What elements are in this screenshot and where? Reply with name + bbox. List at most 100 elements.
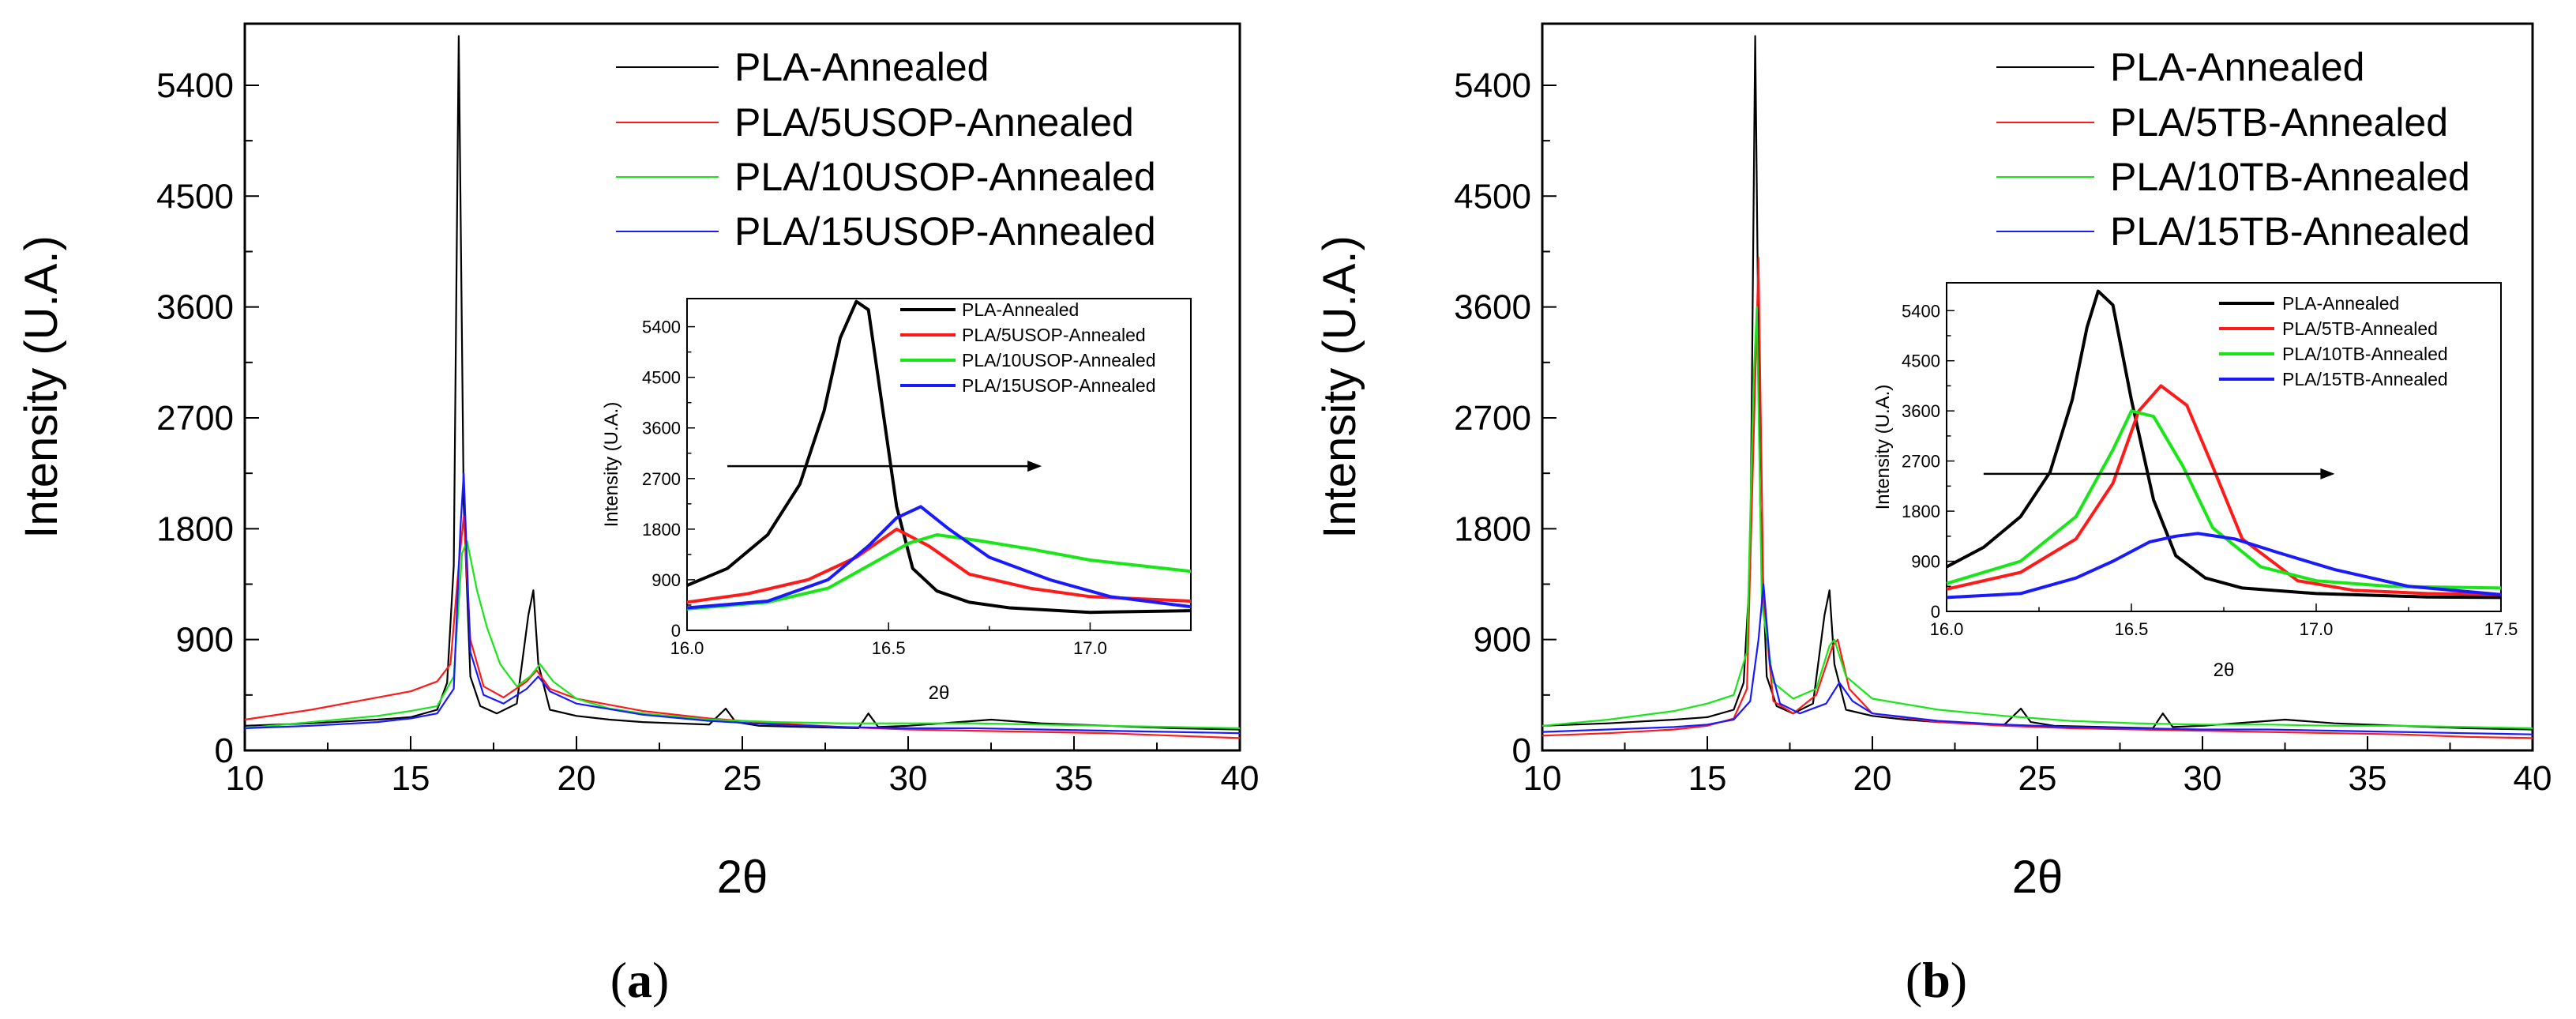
panel-a-ytick-label-5: 4500 [156,177,234,216]
panel-a-inset-y-axis: 0 900 1800 2700 3600 4500 5400 [642,318,695,641]
panel-a-inset-series-pla-5usop-annealed [686,527,1192,604]
panel-b-inset-series-pla-5tb-annealed [1946,384,2502,596]
panel-b-inset-arrow-head [2320,468,2335,479]
panel-b-inset-xtick-label-1: 16.5 [2115,619,2149,639]
panel-a-inset-series-pla-15usop-annealed [686,505,1192,610]
panel-b-series-pla-10tb-annealed [1541,306,2533,729]
panel-b-xtick-label-2: 20 [1853,759,1892,798]
panel-b-inset-x-axis: 16.0 16.5 17.0 17.5 [1930,604,2518,639]
legend-label-pla-5usop: PLA/5USOP-Annealed [734,100,1134,145]
panel-a-xtick-label-6: 40 [1221,759,1260,798]
panel-b-label-close: ) [1951,952,1967,1008]
panel-a-series-pla-15usop-annealed [244,472,1241,735]
legend-label-pla-annealed: PLA-Annealed [734,45,989,89]
panel-b-x-axis-label: 2θ [2012,852,2063,903]
panel-b-inset-frame [1946,282,2502,612]
panel-b-ytick-label-0: 0 [1512,731,1531,770]
panel-a-inset-ytick-label-5: 4500 [642,368,681,388]
panel-a-xtick-label-1: 15 [392,759,430,798]
panel-b-xtick-label-4: 30 [2184,759,2222,798]
legend-label-pla-10usop: PLA/10USOP-Annealed [734,155,1156,199]
panel-b-inset-arrow [1983,468,2335,479]
inset-legend-label-pla-10usop: PLA/10USOP-Annealed [962,350,1156,370]
panel-a-xtick-label-5: 35 [1055,759,1094,798]
panel-b-label-open: ( [1906,952,1922,1008]
panel-b-inset-xtick-label-0: 16.0 [1930,619,1964,639]
panel-b-label-letter: b [1922,952,1951,1008]
panel-a-inset-ytick-label-0: 0 [671,621,681,641]
panel-a-inset-arrow [727,461,1042,472]
panel-b-inset-chart: 0 900 1800 2700 3600 4500 5400 16.0 16.5 17.0 17.… [1872,282,2518,681]
panel-a-label-letter: a [627,952,652,1008]
panel-a-inset-series-pla-annealed [686,299,1192,615]
panel-b-label: (b) [1906,952,1967,1008]
panel-b-inset-ytick-label-3: 2700 [1902,452,1940,472]
panel-b-xtick-label-3: 25 [2018,759,2057,798]
panel-b-inset-ytick-label-2: 1800 [1902,502,1940,521]
panel-a-ytick-label-4: 3600 [156,288,234,327]
panel-b-inset-y-axis-label: Intensity (U.A.) [1872,385,1894,510]
legend-label-pla-15tb: PLA/15TB-Annealed [2110,209,2470,254]
panel-b-inset-series-group [1946,289,2502,600]
panel-b-y-axis-label: Intensity (U.A.) [1314,235,1365,539]
panel-a-inset-series-group [686,299,1192,615]
legend-label-pla-5tb: PLA/5TB-Annealed [2110,100,2448,145]
panel-b-x-axis: 10 15 20 25 30 35 40 [1523,736,2552,798]
inset-legend-label-pla-annealed-b: PLA-Annealed [2282,293,2399,314]
panel-a-inset-ytick-label-6: 5400 [642,318,681,337]
panel-a-inset-ytick-label-2: 1800 [642,520,681,540]
panel-a-inset-xtick-label-1: 16.5 [872,638,906,658]
legend-label-pla-10tb: PLA/10TB-Annealed [2110,155,2470,199]
panel-a-inset-ytick-label-4: 3600 [642,419,681,438]
panel-b-xtick-label-0: 10 [1523,759,1562,798]
panel-a-inset-xtick-label-2: 17.0 [1073,638,1107,658]
panel-b-series-pla-15tb-annealed [1541,583,2533,735]
panel-b-xtick-label-5: 35 [2349,759,2387,798]
panel-b-ytick-label-4: 3600 [1454,288,1531,327]
inset-legend-label-pla-15usop: PLA/15USOP-Annealed [962,375,1156,396]
panel-b-y-axis: 0 900 1800 2700 3600 4500 5400 [1454,66,1556,770]
panel-a-y-axis: 0 900 1800 2700 3600 4500 5400 [156,66,259,770]
panel-b-inset-series-pla-15tb-annealed [1946,532,2502,600]
panel-b-ytick-label-6: 5400 [1454,66,1531,105]
panel-a-ytick-label-6: 5400 [156,66,234,105]
panel-b-ytick-label-1: 900 [1474,621,1531,660]
inset-legend-label-pla-annealed: PLA-Annealed [962,299,1079,320]
panel-a-xtick-label-0: 10 [226,759,265,798]
panel-b-inset-y-axis: 0 900 1800 2700 3600 4500 5400 [1902,301,1955,622]
panel-b-xtick-label-1: 15 [1688,759,1727,798]
panel-a-ytick-label-2: 1800 [156,510,234,548]
panel-b-inset-ytick-label-1: 900 [1911,552,1940,572]
panel-a-y-axis-label: Intensity (U.A.) [16,235,67,539]
inset-legend-label-pla-15tb: PLA/15TB-Annealed [2282,369,2448,389]
panel-a-inset-ytick-label-1: 900 [652,570,681,590]
panel-a-inset-y-axis-label: Intensity (U.A.) [601,402,622,528]
panel-b-inset-xtick-label-2: 17.0 [2300,619,2334,639]
panel-a-inset-x-axis: 16.0 16.5 17.0 [670,622,1107,658]
panel-b-inset-series-pla-10tb-annealed [1946,409,2502,590]
panel-a-series-group [244,35,1241,739]
panel-b-inset-series-pla-annealed [1946,289,2502,600]
panel-a-inset-legend: PLA-Annealed PLA/5USOP-Annealed PLA/10US… [900,299,1156,396]
panel-a-label-open: ( [610,952,627,1008]
panel-a-ytick-label-0: 0 [215,731,234,770]
panel-b-inset-legend: PLA-Annealed PLA/5TB-Annealed PLA/10TB-A… [2219,293,2448,389]
panel-b-inset-xtick-label-3: 17.5 [2484,619,2518,639]
inset-legend-label-pla-5usop: PLA/5USOP-Annealed [962,325,1146,345]
legend-label-pla-15usop: PLA/15USOP-Annealed [734,209,1156,254]
panel-a-legend: PLA-Annealed PLA/5USOP-Annealed PLA/10US… [616,45,1156,254]
panel-b-inset-ytick-label-5: 4500 [1902,352,1940,371]
panel-a-inset-frame [686,298,1192,631]
panel-b-ytick-label-5: 4500 [1454,177,1531,216]
panel-b-legend: PLA-Annealed PLA/5TB-Annealed PLA/10TB-A… [1996,45,2470,254]
panel-a-inset-ytick-label-3: 2700 [642,469,681,489]
panel-b-series-group [1541,35,2533,739]
panel-a-series-pla-10usop-annealed [244,540,1241,729]
panel-b-ytick-label-2: 1800 [1454,510,1531,548]
panel-a-label: (a) [610,952,670,1008]
panel-b-inset-ytick-label-4: 3600 [1902,401,1940,421]
legend-label-pla-annealed-b: PLA-Annealed [2110,45,2364,89]
